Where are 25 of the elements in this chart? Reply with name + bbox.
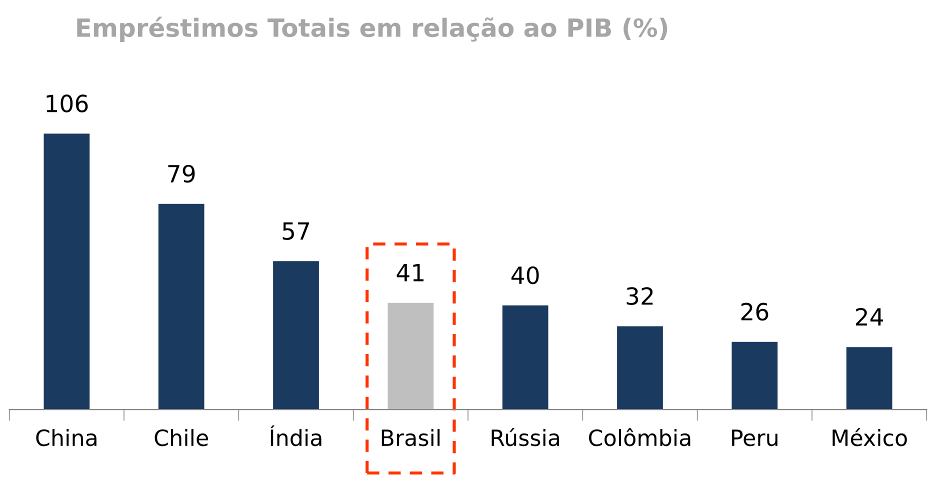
data-label: 57 (282, 222, 310, 240)
data-label: 26 (741, 302, 768, 321)
bar (617, 326, 663, 410)
x-tick-label: Brasil (382, 428, 440, 446)
bar (158, 204, 204, 410)
bar (273, 261, 319, 410)
bar (846, 347, 892, 410)
data-label: 40 (511, 266, 539, 284)
x-tick-label: China (36, 428, 96, 446)
x-tick-label: México (832, 428, 907, 446)
data-label: 32 (626, 287, 653, 306)
bar (732, 342, 778, 410)
bar (388, 302, 434, 410)
bar (44, 134, 90, 410)
bar (502, 305, 548, 410)
data-label: 106 (46, 94, 88, 112)
chart-title: Empréstimos Totais em relação ao PIB (%) (77, 16, 668, 42)
x-tick-label: Chile (154, 428, 208, 446)
x-tick-label: Peru (732, 430, 778, 446)
x-tick-label: Índia (270, 425, 322, 446)
data-label: 79 (168, 164, 195, 183)
x-tick-label: Rússia (492, 428, 560, 446)
x-tick-label: Colômbia (589, 428, 690, 446)
data-label: 24 (856, 308, 884, 326)
data-label: 41 (396, 264, 424, 282)
